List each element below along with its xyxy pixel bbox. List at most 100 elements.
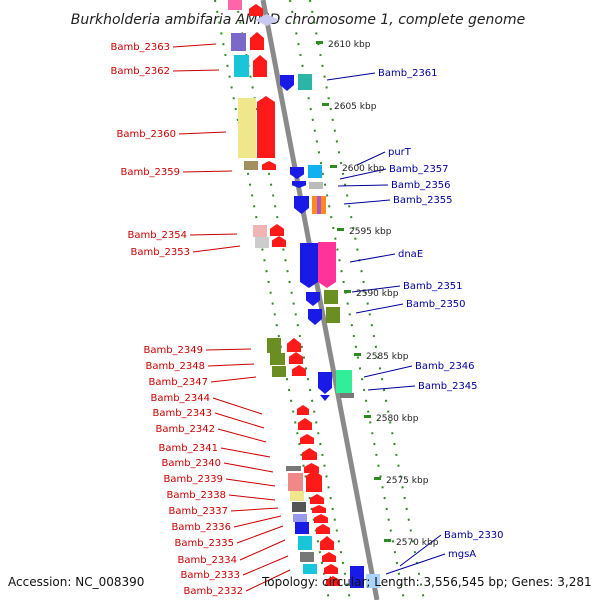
gene-features [228, 0, 380, 588]
kbp-label: 2600 kbp [342, 164, 385, 174]
gene-arrow-reverse [318, 372, 332, 394]
kbp-label: 2595 kbp [349, 227, 392, 237]
left-gene-label[interactable]: Bamb_2363 [110, 42, 170, 53]
left-gene-label[interactable]: Bamb_2362 [110, 66, 170, 77]
right-gene-label[interactable]: Bamb_2357 [389, 164, 449, 175]
left-gene-label[interactable]: Bamb_2333 [180, 570, 240, 581]
left-leader-line [207, 363, 255, 367]
right-gene-label[interactable]: Bamb_2355 [393, 195, 453, 206]
gene-block [326, 307, 340, 323]
right-gene-label[interactable]: Bamb_2350 [406, 299, 466, 310]
map-title: Burkholderia ambifaria AMMD chromosome 1… [71, 12, 525, 28]
left-leader-line [214, 412, 265, 429]
gene-arrow-forward [270, 224, 284, 236]
right-gene-label[interactable]: Bamb_2345 [418, 381, 478, 392]
left-gene-label[interactable]: Bamb_2338 [166, 490, 226, 501]
gene-arrow-forward [249, 4, 263, 16]
gene-block [298, 74, 312, 90]
kbp-tick [337, 228, 344, 231]
right-leader-line [355, 303, 404, 314]
kbp-label: 2585 kbp [366, 352, 409, 362]
right-gene-label[interactable]: Bamb_2361 [378, 68, 438, 79]
left-leader-line [178, 131, 227, 135]
kbp-label: 2610 kbp [328, 40, 371, 50]
left-gene-label[interactable]: Bamb_2339 [163, 474, 223, 485]
left-gene-label[interactable]: Bamb_2337 [168, 506, 228, 517]
right-leader-line [385, 553, 446, 575]
gene-block [340, 393, 354, 398]
left-gene-label[interactable]: Bamb_2341 [158, 443, 218, 454]
left-gene-label[interactable]: Bamb_2349 [143, 345, 203, 356]
left-leader-line [223, 462, 274, 473]
left-gene-label[interactable]: Bamb_2344 [150, 393, 210, 404]
left-gene-label[interactable]: Bamb_2359 [120, 167, 180, 178]
accession-text: Accession: NC_008390 [8, 575, 144, 589]
gene-arrow-forward [289, 352, 303, 364]
backbone-cap [254, 14, 279, 26]
left-gene-label[interactable]: Bamb_2353 [130, 247, 190, 258]
gene-block [295, 522, 309, 534]
left-gene-label[interactable]: Bamb_2343 [152, 408, 212, 419]
kbp-tick [354, 353, 361, 356]
kbp-label: 2580 kbp [376, 414, 419, 424]
left-gene-label[interactable]: Bamb_2340 [161, 458, 221, 469]
right-leader-line [363, 365, 413, 378]
right-gene-label[interactable]: dnaE [398, 249, 423, 260]
right-gene-label[interactable]: Bamb_2351 [403, 281, 463, 292]
gene-block [293, 514, 307, 522]
gene-arrow-forward [322, 552, 336, 562]
left-gene-label[interactable]: Bamb_2336 [171, 522, 231, 533]
gene-arrow-forward [302, 448, 317, 460]
right-leader-line [343, 199, 391, 205]
left-gene-label[interactable]: Bamb_2335 [174, 538, 234, 549]
gene-arrow-forward [262, 161, 276, 170]
right-leader-line [337, 184, 389, 187]
gene-arrow-reverse [280, 75, 294, 91]
left-gene-label[interactable]: Bamb_2347 [148, 377, 208, 388]
left-gene-label[interactable]: Bamb_2342 [155, 424, 215, 435]
left-gene-label[interactable]: Bamb_2332 [183, 586, 243, 597]
gene-block [255, 237, 269, 248]
gene-arrow-forward [326, 576, 340, 586]
gene-arrow-forward [257, 96, 275, 158]
right-gene-label[interactable]: Bamb_2356 [391, 180, 451, 191]
gene-arrow-forward [250, 32, 264, 50]
left-leader-line [189, 233, 238, 236]
left-gene-label[interactable]: Bamb_2334 [177, 555, 237, 566]
gene-block [309, 182, 323, 189]
left-gene-labels: Bamb_2363 Bamb_2362 Bamb_2360 Bamb_2359 Bamb… [110, 42, 243, 597]
gene-block [228, 0, 242, 10]
gene-arrow-forward [310, 494, 324, 504]
left-gene-label[interactable]: Bamb_2360 [116, 129, 176, 140]
left-gene-label[interactable]: Bamb_2348 [145, 361, 205, 372]
right-leader-line [326, 72, 376, 81]
right-gene-label[interactable]: purT [388, 147, 412, 158]
left-leader-line [236, 525, 284, 544]
left-leader-line [217, 428, 267, 443]
left-leader-line [192, 245, 241, 253]
left-leader-line [205, 348, 252, 351]
gene-block [267, 338, 281, 353]
right-leader-line [356, 151, 386, 166]
gene-arrow-reverse [294, 196, 309, 214]
right-gene-label[interactable]: mgsA [448, 549, 476, 560]
gene-block-stripe [317, 196, 321, 214]
gene-block [270, 353, 285, 365]
gene-block [231, 33, 246, 51]
kbp-tick [322, 103, 329, 106]
gene-block [303, 564, 317, 574]
gene-block [253, 225, 267, 237]
right-leader-line [349, 253, 396, 263]
kbp-ruler: 2610 kbp 2605 kbp 2600 kbp 2595 kbp 2590 kbp… [316, 40, 439, 548]
right-gene-label[interactable]: Bamb_2330 [444, 530, 504, 541]
left-gene-label[interactable]: Bamb_2354 [127, 230, 187, 241]
gene-arrow-reverse [290, 167, 304, 179]
right-gene-label[interactable]: Bamb_2346 [415, 361, 475, 372]
gene-arrow-forward [314, 514, 328, 523]
gene-block [272, 366, 286, 377]
topology-text: Topology: circular; Length: 3,556,545 bp… [261, 575, 592, 589]
kbp-label: 2570 kbp [396, 538, 439, 548]
gene-arrow-forward [253, 55, 267, 77]
gene-arrow-reverse [306, 292, 320, 306]
